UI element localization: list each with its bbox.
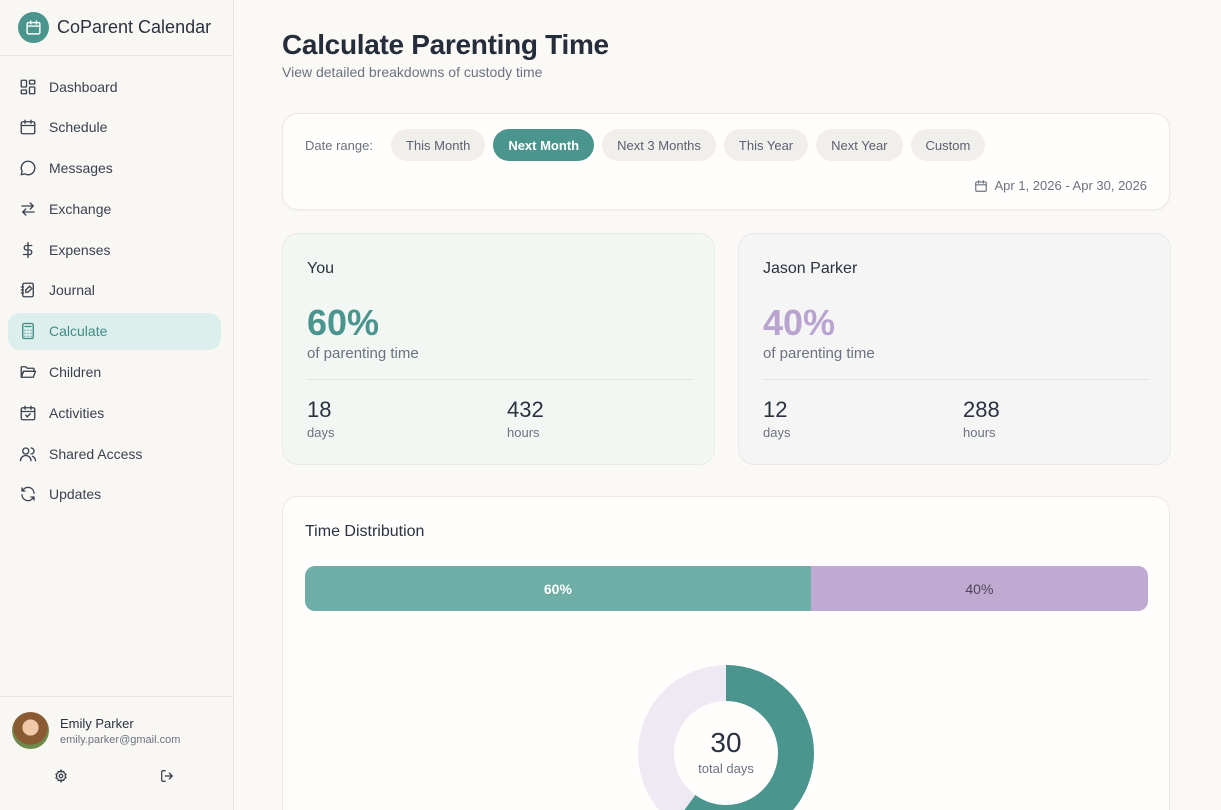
range-next-3-months-button[interactable]: Next 3 Months	[602, 129, 716, 161]
distribution-bar: 60% 40%	[305, 566, 1148, 611]
range-next-month-button[interactable]: Next Month	[493, 129, 595, 161]
sidebar-item-label: Exchange	[49, 200, 112, 217]
user-panel: Emily Parker emily.parker@gmail.com	[0, 696, 233, 810]
divider	[763, 379, 1148, 380]
range-next-year-button[interactable]: Next Year	[816, 129, 903, 161]
sidebar-item-journal[interactable]: Journal	[8, 272, 221, 309]
sidebar-item-label: Journal	[49, 282, 95, 299]
parent-hours: 288	[963, 397, 1000, 422]
range-custom-button[interactable]: Custom	[910, 129, 986, 161]
date-range-options: This Month Next Month Next 3 Months This…	[391, 129, 986, 161]
divider	[307, 379, 692, 380]
parent-hours-label: hours	[507, 425, 540, 440]
logout-icon[interactable]	[160, 769, 174, 783]
sidebar-item-updates[interactable]: Updates	[8, 476, 221, 513]
folder-icon	[20, 366, 37, 379]
sidebar-item-label: Updates	[49, 486, 102, 503]
user-email: emily.parker@gmail.com	[60, 733, 181, 746]
users-icon	[19, 446, 37, 462]
parent-name: You	[307, 260, 334, 277]
calendar-icon	[974, 179, 987, 192]
distribution-segment-other: 40%	[810, 566, 1148, 611]
refresh-icon	[21, 487, 35, 502]
parent-days: 18	[307, 397, 332, 422]
date-range-text: Apr 1, 2026 - Apr 30, 2026	[994, 178, 1148, 193]
distribution-segment-you: 60%	[305, 566, 811, 611]
donut-arc-you	[638, 665, 814, 810]
sidebar-item-label: Messages	[49, 160, 113, 177]
parent-stat-card-other: Jason Parker 40% of parenting time 12 da…	[738, 233, 1171, 465]
parent-percent: 40%	[763, 302, 836, 343]
gear-icon[interactable]	[54, 769, 68, 783]
parent-days-label: days	[307, 425, 335, 440]
sidebar-item-calculate[interactable]: Calculate	[8, 312, 221, 350]
total-days-label: total days	[698, 761, 754, 776]
parent-hours-label: hours	[963, 425, 996, 440]
journal-icon	[20, 283, 34, 298]
sidebar-nav: Dashboard Schedule Messages Exchange Exp…	[0, 56, 233, 513]
sidebar-item-messages[interactable]: Messages	[8, 150, 221, 187]
dollar-icon	[22, 241, 33, 258]
total-days: 30	[710, 727, 742, 758]
calendar-check-icon	[20, 405, 36, 421]
user-actions	[0, 749, 233, 783]
parent-stat-card-you: You 60% of parenting time 18 days 432 ho…	[282, 233, 715, 465]
parent-name: Jason Parker	[763, 260, 858, 277]
date-range-card: Date range: This Month Next Month Next 3…	[282, 113, 1170, 210]
distribution-title: Time Distribution	[305, 523, 425, 540]
sidebar-item-exchange[interactable]: Exchange	[8, 190, 221, 227]
parent-percent: 60%	[307, 302, 380, 343]
parent-percent-label: of parenting time	[763, 345, 875, 362]
user-profile[interactable]: Emily Parker emily.parker@gmail.com	[0, 697, 233, 749]
sidebar-item-label: Calculate	[49, 323, 108, 340]
dashboard-icon	[20, 79, 36, 94]
avatar	[12, 712, 49, 749]
parent-hours: 432	[507, 397, 544, 422]
date-range-display: Apr 1, 2026 - Apr 30, 2026	[974, 178, 1148, 193]
donut-center: 30 total days	[636, 727, 816, 776]
calendar-icon	[20, 119, 36, 135]
date-range-label: Date range:	[305, 138, 373, 153]
sidebar-item-label: Shared Access	[49, 445, 143, 462]
sidebar-item-label: Expenses	[49, 241, 111, 258]
brand[interactable]: CoParent Calendar	[0, 0, 233, 56]
time-distribution-card: Time Distribution 60% 40% 30 total days	[282, 496, 1170, 810]
calendar-logo-icon	[18, 12, 49, 43]
user-name: Emily Parker	[60, 715, 134, 731]
parent-days: 12	[763, 397, 788, 422]
parent-percent-label: of parenting time	[307, 345, 419, 362]
exchange-icon	[21, 202, 35, 216]
app-title: CoParent Calendar	[57, 17, 212, 37]
sidebar-item-label: Dashboard	[49, 78, 118, 95]
main-content: Calculate Parenting Time View detailed b…	[234, 0, 1221, 810]
sidebar-item-dashboard[interactable]: Dashboard	[8, 68, 221, 105]
sidebar-item-shared-access[interactable]: Shared Access	[8, 435, 221, 472]
sidebar-item-label: Schedule	[49, 119, 108, 136]
sidebar: CoParent Calendar Dashboard Schedule Mes…	[0, 0, 234, 810]
message-icon	[20, 160, 36, 176]
sidebar-item-label: Children	[49, 364, 102, 381]
page-subtitle: View detailed breakdowns of custody time	[282, 64, 543, 80]
sidebar-item-activities[interactable]: Activities	[8, 394, 221, 431]
page-title: Calculate Parenting Time	[282, 29, 609, 60]
sidebar-item-expenses[interactable]: Expenses	[8, 231, 221, 268]
sidebar-item-label: Activities	[49, 404, 105, 421]
distribution-donut	[638, 665, 814, 810]
range-this-year-button[interactable]: This Year	[723, 129, 809, 161]
sidebar-item-children[interactable]: Children	[8, 354, 221, 391]
range-this-month-button[interactable]: This Month	[391, 129, 486, 161]
sidebar-item-schedule[interactable]: Schedule	[8, 109, 221, 146]
parent-days-label: days	[763, 425, 791, 440]
calculator-icon	[22, 323, 34, 340]
